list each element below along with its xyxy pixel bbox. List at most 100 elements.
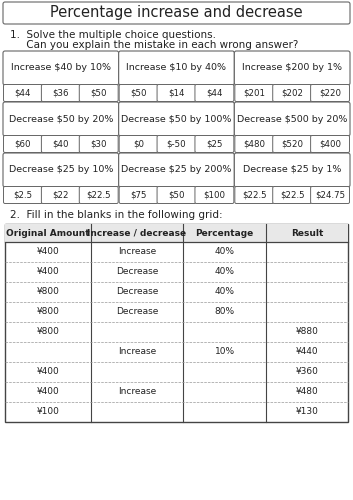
Text: Increase $200 by 1%: Increase $200 by 1% (242, 64, 342, 72)
FancyBboxPatch shape (79, 84, 118, 102)
Text: 80%: 80% (215, 308, 235, 316)
Text: $220: $220 (319, 88, 341, 98)
Text: $22: $22 (53, 190, 69, 200)
Text: Decrease: Decrease (116, 268, 158, 276)
FancyBboxPatch shape (3, 153, 119, 187)
FancyBboxPatch shape (234, 102, 350, 136)
Text: ¥400: ¥400 (36, 368, 59, 376)
Text: $201: $201 (243, 88, 265, 98)
FancyBboxPatch shape (41, 84, 80, 102)
Text: Increase / decrease: Increase / decrease (88, 228, 187, 237)
FancyBboxPatch shape (79, 136, 118, 152)
Text: ¥480: ¥480 (295, 388, 318, 396)
FancyBboxPatch shape (119, 51, 234, 85)
Text: Decrease $50 by 100%: Decrease $50 by 100% (121, 114, 232, 124)
FancyBboxPatch shape (234, 153, 350, 187)
Text: $100: $100 (203, 190, 225, 200)
Text: Original Amount: Original Amount (6, 228, 90, 237)
FancyBboxPatch shape (273, 84, 312, 102)
Text: ¥400: ¥400 (36, 248, 59, 256)
FancyBboxPatch shape (273, 186, 312, 204)
Text: $202: $202 (281, 88, 303, 98)
Text: ¥100: ¥100 (36, 408, 59, 416)
Text: Can you explain the mistake in each wrong answer?: Can you explain the mistake in each wron… (10, 40, 298, 50)
Text: $25: $25 (206, 140, 223, 148)
Text: ¥800: ¥800 (36, 308, 59, 316)
FancyBboxPatch shape (234, 51, 350, 85)
Text: $2.5: $2.5 (13, 190, 32, 200)
Text: Increase: Increase (118, 388, 156, 396)
Text: $40: $40 (53, 140, 69, 148)
Text: Percentage increase and decrease: Percentage increase and decrease (50, 6, 303, 20)
Text: Decrease: Decrease (116, 308, 158, 316)
Text: 10%: 10% (215, 348, 235, 356)
Text: 40%: 40% (215, 248, 234, 256)
Text: $480: $480 (243, 140, 265, 148)
FancyBboxPatch shape (3, 102, 119, 136)
Text: $0: $0 (133, 140, 144, 148)
Text: Result: Result (291, 228, 323, 237)
Text: ¥400: ¥400 (36, 388, 59, 396)
FancyBboxPatch shape (157, 186, 196, 204)
Text: ¥880: ¥880 (295, 328, 318, 336)
Text: $60: $60 (15, 140, 31, 148)
Text: Percentage: Percentage (196, 228, 254, 237)
Text: ¥360: ¥360 (295, 368, 318, 376)
FancyBboxPatch shape (3, 51, 119, 85)
Text: $400: $400 (319, 140, 341, 148)
Text: $50: $50 (90, 88, 107, 98)
Text: Decrease $25 by 1%: Decrease $25 by 1% (243, 166, 341, 174)
FancyBboxPatch shape (235, 186, 274, 204)
FancyBboxPatch shape (3, 2, 350, 24)
FancyBboxPatch shape (311, 84, 349, 102)
Text: $44: $44 (15, 88, 31, 98)
FancyBboxPatch shape (157, 136, 196, 152)
FancyBboxPatch shape (41, 136, 80, 152)
FancyBboxPatch shape (273, 136, 312, 152)
Text: 2.  Fill in the blanks in the following grid:: 2. Fill in the blanks in the following g… (10, 210, 223, 220)
FancyBboxPatch shape (4, 84, 42, 102)
Text: $30: $30 (90, 140, 107, 148)
FancyBboxPatch shape (157, 84, 196, 102)
Text: 40%: 40% (215, 288, 234, 296)
Text: $-50: $-50 (167, 140, 186, 148)
Text: Increase $10 by 40%: Increase $10 by 40% (126, 64, 227, 72)
Text: 40%: 40% (215, 268, 234, 276)
Bar (5, 224, 348, 242)
FancyBboxPatch shape (311, 186, 349, 204)
FancyBboxPatch shape (195, 136, 234, 152)
FancyBboxPatch shape (119, 153, 234, 187)
Text: $22.5: $22.5 (86, 190, 111, 200)
Text: Decrease $25 by 10%: Decrease $25 by 10% (8, 166, 113, 174)
Text: ¥800: ¥800 (36, 328, 59, 336)
FancyBboxPatch shape (119, 186, 158, 204)
Text: $50: $50 (130, 88, 147, 98)
Text: $75: $75 (130, 190, 147, 200)
FancyBboxPatch shape (119, 102, 234, 136)
Text: $44: $44 (206, 88, 223, 98)
FancyBboxPatch shape (195, 186, 234, 204)
FancyBboxPatch shape (119, 136, 158, 152)
FancyBboxPatch shape (311, 136, 349, 152)
Text: $50: $50 (168, 190, 185, 200)
Text: $24.75: $24.75 (315, 190, 345, 200)
FancyBboxPatch shape (41, 186, 80, 204)
Text: $22.5: $22.5 (242, 190, 267, 200)
Text: Decrease: Decrease (116, 288, 158, 296)
Text: Decrease $500 by 20%: Decrease $500 by 20% (237, 114, 347, 124)
FancyBboxPatch shape (79, 186, 118, 204)
Bar (5, 224, 348, 422)
FancyBboxPatch shape (195, 84, 234, 102)
Text: Increase $40 by 10%: Increase $40 by 10% (11, 64, 111, 72)
FancyBboxPatch shape (235, 136, 274, 152)
FancyBboxPatch shape (4, 136, 42, 152)
Text: ¥130: ¥130 (295, 408, 318, 416)
Text: Increase: Increase (118, 248, 156, 256)
Text: $14: $14 (168, 88, 185, 98)
FancyBboxPatch shape (119, 84, 158, 102)
FancyBboxPatch shape (4, 186, 42, 204)
Text: $22.5: $22.5 (280, 190, 305, 200)
Text: ¥800: ¥800 (36, 288, 59, 296)
Text: ¥400: ¥400 (36, 268, 59, 276)
Text: $36: $36 (53, 88, 69, 98)
